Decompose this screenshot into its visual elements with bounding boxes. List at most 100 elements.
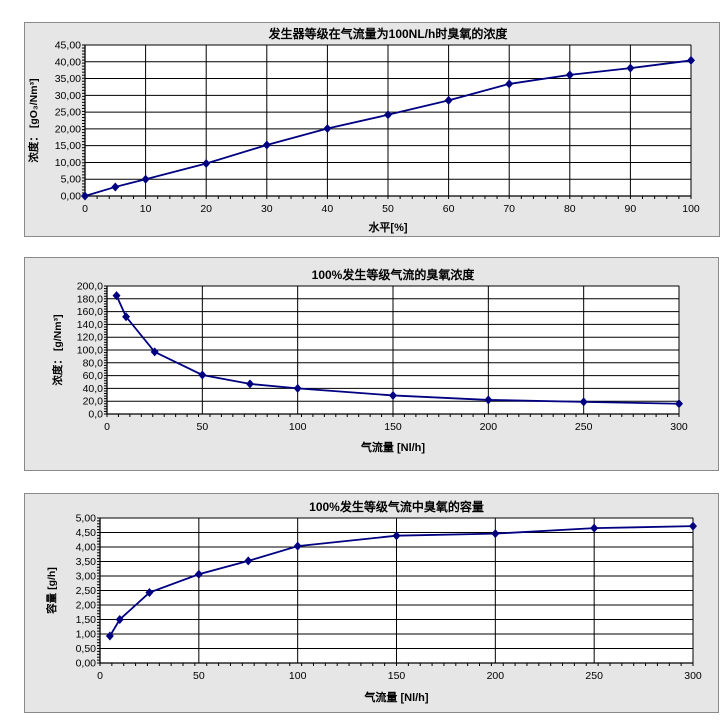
y-tick-label: 0,0 [88,409,103,421]
y-tick-label: 4,50 [76,527,97,539]
x-axis-label: 气流量 [Nl/h] [360,440,425,454]
series-line [115,295,680,405]
y-tick-label: 5,00 [76,513,97,525]
data-point-marker [111,182,120,192]
x-tick-label: 250 [575,421,593,433]
x-tick-label: 80 [564,203,576,215]
y-tick-label: 0,00 [76,658,97,670]
x-tick-label: 100 [289,421,307,433]
data-point-marker [141,174,150,184]
data-point-marker [198,370,207,380]
chart-2: 0,020,040,060,080,0100,0120,0140,0160,01… [51,267,688,454]
x-tick-label: 300 [684,670,702,682]
data-point-marker [293,383,302,393]
data-point-marker [626,63,635,73]
x-tick-label: 200 [480,421,498,433]
data-point-marker [262,140,271,150]
y-tick-label: 25,00 [55,107,81,119]
y-tick-label: 140,0 [77,319,103,331]
x-tick-label: 20 [200,203,212,215]
y-tick-label: 3,00 [76,571,97,583]
y-tick-label: 80,0 [83,357,104,369]
y-axis-label: 容量 [g/h] [45,567,58,615]
data-point-marker [105,631,114,641]
x-tick-label: 10 [140,203,152,215]
y-tick-label: 100,0 [77,345,103,357]
data-point-marker [122,312,131,322]
data-point-marker [81,191,89,201]
x-tick-label: 100 [289,670,307,682]
y-tick-label: 1,00 [76,629,97,641]
x-tick-label: 0 [104,421,110,433]
y-tick-label: 180,0 [77,293,103,305]
y-tick-label: 10,00 [55,157,81,169]
chart-panel-capacity-vs-flow: 0,00 0,50 1,00 1,50 2,00 2,50 3,00 3,50 4,00 4,50… [24,493,719,713]
chart-title: 100%发生等级气流的臭氧浓度 [312,267,476,282]
y-axis-label: 浓度： [gO₃/Nm³] [27,78,40,162]
x-tick-label: 70 [503,203,515,215]
x-tick-label: 150 [388,670,406,682]
y-tick-label: 45,00 [55,40,81,52]
y-tick-label: 0,00 [61,191,82,203]
chart-title: 发生器等级在气流量为100NL/h时臭氧的浓度 [268,26,509,41]
x-axis-label: 气流量 [Nl/h] [363,690,428,704]
y-tick-label: 60,0 [83,370,104,382]
data-point-marker [202,158,211,168]
y-tick-label: 35,00 [55,73,81,85]
y-tick-label: 200,0 [77,281,103,293]
x-axis-label: 水平[%] [368,220,407,234]
data-point-marker [246,379,254,389]
y-tick-label: 2,50 [76,585,97,597]
chart-1: 0,00 5,00 10,00 15,00 20,00 25,00 30,00 35,00 40… [27,26,700,234]
data-point-marker [194,569,203,579]
chart-3: 0,00 0,50 1,00 1,50 2,00 2,50 3,00 3,50 4,00 4,50… [45,499,702,704]
data-point-marker [675,399,683,409]
y-tick-label: 4,00 [76,542,97,554]
data-point-marker [145,588,154,598]
y-tick-label: 20,0 [83,396,104,408]
x-tick-label: 250 [585,670,603,682]
y-tick-label: 160,0 [77,306,103,318]
data-point-marker [687,55,695,65]
x-tick-label: 0 [97,670,103,682]
chart-title: 100%发生等级气流中臭氧的容量 [309,499,484,514]
y-tick-label: 3,50 [76,556,97,568]
y-tick-label: 1,50 [76,614,97,626]
data-point-marker [505,79,514,89]
x-tick-label: 40 [322,203,334,215]
data-point-marker [689,521,697,531]
x-tick-label: 50 [196,421,208,433]
x-tick-label: 90 [625,203,637,215]
data-point-marker [579,397,588,407]
x-tick-label: 100 [682,203,700,215]
y-tick-label: 120,0 [77,332,103,344]
chart-panel-concentration-vs-flow: 0,0 20,0 40,0 60,0 80,0 100,0 120,0 140,0 160,0 1… [24,257,719,471]
data-point-marker [323,124,332,134]
y-tick-label: 40,00 [55,56,81,68]
x-tick-label: 300 [670,421,688,433]
series-line [109,525,694,637]
y-axis-label: 浓度： [g/Nm³] [51,314,64,385]
data-point-marker [150,347,159,357]
data-point-marker [491,529,500,539]
y-tick-label: 15,00 [55,140,81,152]
x-tick-label: 30 [261,203,273,215]
data-point-marker [389,390,397,400]
data-point-marker [484,395,493,405]
data-point-marker [293,541,302,551]
y-tick-label: 40,0 [83,383,104,395]
data-point-marker [384,110,392,120]
chart-panel-concentration-vs-level: 0,00 5,00 10,00 15,00 20,00 25,00 30,00 35,00 40… [24,22,720,237]
x-tick-label: 50 [382,203,394,215]
data-point-marker [244,556,253,566]
y-tick-label: 30,00 [55,90,81,102]
y-tick-label: 20,00 [55,123,81,135]
data-point-marker [565,70,574,80]
data-point-marker [590,523,599,533]
y-tick-label: 2,00 [76,600,97,612]
data-point-marker [115,615,124,624]
y-tick-label: 0,50 [76,643,97,655]
x-tick-label: 0 [82,203,88,215]
data-point-marker [392,531,401,541]
data-point-marker [112,291,121,301]
